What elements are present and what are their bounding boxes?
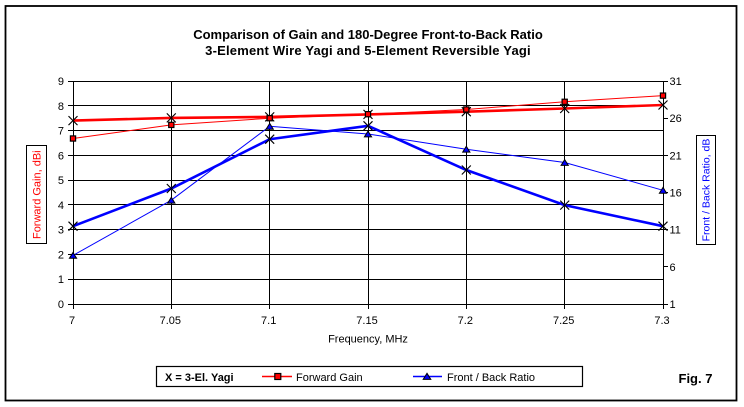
svg-text:Front / Back Ratio, dB: Front / Back Ratio, dB <box>700 139 712 242</box>
svg-text:6: 6 <box>58 150 64 162</box>
svg-text:Forward Gain, dBi: Forward Gain, dBi <box>31 150 43 239</box>
svg-text:Comparison of Gain and 180-Deg: Comparison of Gain and 180-Degree Front-… <box>193 27 543 42</box>
svg-text:7.05: 7.05 <box>160 315 181 327</box>
svg-text:8: 8 <box>58 101 64 113</box>
svg-text:1: 1 <box>58 274 64 286</box>
svg-text:7.2: 7.2 <box>458 315 473 327</box>
svg-text:2: 2 <box>58 249 64 261</box>
svg-text:7.25: 7.25 <box>553 315 574 327</box>
svg-text:11: 11 <box>670 225 681 237</box>
svg-text:Forward Gain: Forward Gain <box>296 372 363 384</box>
svg-text:31: 31 <box>670 76 682 88</box>
svg-text:5: 5 <box>58 175 64 187</box>
svg-text:16: 16 <box>670 188 682 200</box>
svg-text:X = 3-El. Yagi: X = 3-El. Yagi <box>165 372 234 384</box>
svg-text:7.3: 7.3 <box>654 315 669 327</box>
svg-text:Frequency, MHz: Frequency, MHz <box>328 334 408 346</box>
svg-text:21: 21 <box>670 150 682 162</box>
svg-text:3-Element Wire Yagi and 5-Elem: 3-Element Wire Yagi and 5-Element Revers… <box>205 43 531 58</box>
svg-text:Fig. 7: Fig. 7 <box>679 371 713 386</box>
svg-text:7: 7 <box>58 126 64 138</box>
svg-text:Front / Back Ratio: Front / Back Ratio <box>447 372 535 384</box>
svg-text:0: 0 <box>58 299 64 311</box>
svg-text:26: 26 <box>670 113 682 125</box>
svg-text:7.15: 7.15 <box>356 315 377 327</box>
svg-text:3: 3 <box>58 225 64 237</box>
svg-text:7.1: 7.1 <box>261 315 276 327</box>
svg-text:4: 4 <box>58 200 64 212</box>
svg-text:1: 1 <box>670 299 676 311</box>
svg-text:6: 6 <box>670 262 676 274</box>
svg-text:9: 9 <box>58 76 64 88</box>
svg-text:7: 7 <box>69 315 75 327</box>
